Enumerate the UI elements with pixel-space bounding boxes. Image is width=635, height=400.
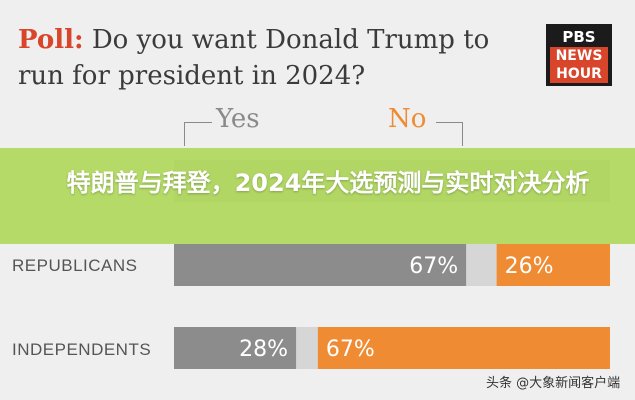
- bar-no-republicans: [496, 244, 610, 286]
- legend-yes: Yes: [216, 104, 260, 134]
- logo-line-1: PBS: [562, 28, 596, 46]
- bar-yes-republicans: [174, 244, 467, 286]
- headline-banner: [0, 148, 635, 244]
- bar-yes-independents: [174, 327, 297, 369]
- logo-line-2: NEWS: [550, 47, 608, 65]
- data-label-yes-independents: 28%: [239, 337, 288, 362]
- data-label-no-independents: 67%: [326, 337, 375, 362]
- yes-bracket-left: [184, 122, 212, 123]
- legend-no: No: [388, 104, 427, 134]
- no-bracket-right: [436, 122, 462, 123]
- watermark: 头条 @大象新闻客户端: [486, 376, 621, 391]
- poll-label: Poll:: [18, 25, 84, 55]
- logo-line-3: HOUR: [550, 65, 608, 83]
- no-bracket-right-down: [462, 122, 463, 146]
- data-label-no-republicans: 26%: [505, 254, 554, 279]
- headline-banner-text: 特朗普与拜登，2024年大选预测与实时对决分析: [66, 169, 590, 197]
- row-label-independents: INDEPENDENTS: [12, 340, 152, 359]
- pbs-newshour-logo: PBS NEWS HOUR: [546, 24, 612, 86]
- yes-bracket-left-down: [184, 122, 185, 146]
- data-label-yes-republicans: 67%: [409, 254, 458, 279]
- poll-title: Poll: Do you want Donald Trump to run fo…: [18, 22, 518, 94]
- poll-question: Do you want Donald Trump to run for pres…: [18, 25, 490, 91]
- bar-no-independents: [317, 327, 610, 369]
- row-label-republicans: REPUBLICANS: [12, 256, 138, 275]
